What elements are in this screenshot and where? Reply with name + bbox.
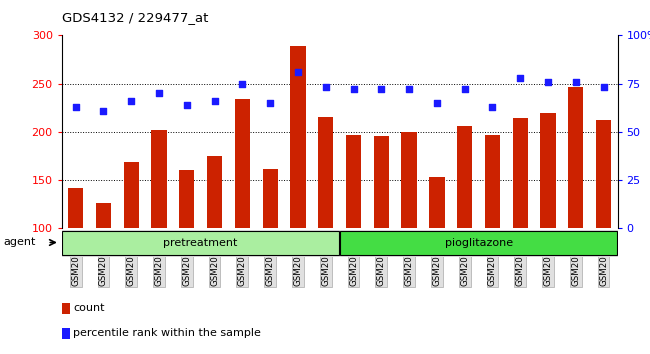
Point (154, 90, 164, 96)
Point (181, 102, 192, 108)
Point (571, 79, 581, 85)
Bar (429, 177, 445, 228)
Point (292, 69, 303, 75)
Point (376, 87, 387, 92)
Point (70, 104, 81, 110)
Bar (235, 99, 250, 228)
Bar (96, 203, 111, 228)
Text: GDS4132 / 229477_at: GDS4132 / 229477_at (62, 11, 208, 24)
Point (209, 98, 220, 104)
Point (515, 75, 525, 81)
Point (98, 108, 109, 114)
Point (543, 79, 553, 85)
Bar (568, 87, 584, 228)
Bar (151, 130, 166, 228)
Text: percentile rank within the sample: percentile rank within the sample (73, 328, 261, 338)
Point (348, 87, 359, 92)
Point (432, 100, 442, 106)
Text: agent: agent (3, 238, 36, 247)
Point (265, 100, 276, 106)
Point (599, 85, 609, 90)
Bar (179, 170, 194, 228)
Bar (318, 118, 333, 228)
Text: pioglitazone: pioglitazone (445, 238, 513, 249)
Bar (540, 113, 556, 228)
Bar (68, 188, 83, 228)
Bar (402, 132, 417, 228)
Bar (485, 135, 500, 228)
Point (320, 85, 331, 90)
Bar (124, 162, 139, 228)
Bar (596, 120, 611, 228)
Text: pretreatment: pretreatment (164, 238, 238, 249)
Bar (291, 46, 306, 228)
Bar (340, 232, 617, 255)
Bar (457, 126, 473, 228)
Point (460, 87, 470, 92)
Point (237, 81, 248, 86)
Point (488, 104, 498, 110)
Point (404, 87, 414, 92)
Bar (374, 136, 389, 228)
Bar (263, 170, 278, 228)
Bar (513, 118, 528, 228)
Bar (207, 156, 222, 228)
Bar (346, 135, 361, 228)
Bar (62, 232, 339, 255)
Text: count: count (73, 303, 105, 313)
Point (126, 98, 136, 104)
